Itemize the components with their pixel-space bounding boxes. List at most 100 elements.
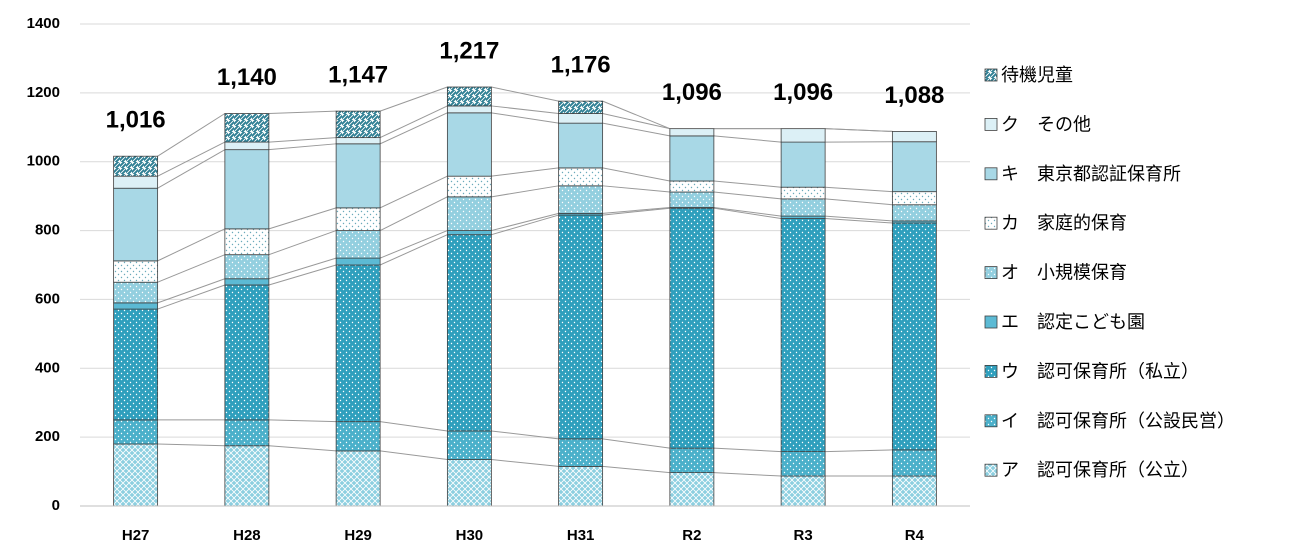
connector-line (602, 207, 670, 216)
bar-segment (224, 419, 270, 447)
legend-swatch (984, 216, 998, 230)
bar-segment (446, 230, 492, 236)
connector-line (157, 278, 226, 304)
connector-line (825, 186, 893, 193)
bar-segment (669, 180, 715, 193)
bar-segment (891, 475, 937, 507)
bar-segment (113, 155, 159, 177)
connector-line (713, 191, 782, 200)
connector-line (825, 449, 893, 453)
bar-segment (113, 443, 159, 507)
bar-segment (558, 167, 604, 187)
bar-segment (558, 122, 604, 169)
x-tick-label: H30 (456, 527, 484, 544)
bar-segment (780, 218, 826, 453)
bar-segment (780, 475, 826, 507)
total-label: 1,217 (439, 37, 499, 64)
y-tick-label: 800 (35, 222, 60, 239)
connector-line (268, 110, 337, 115)
connector-line (379, 196, 448, 232)
y-tick-label: 1000 (27, 153, 60, 170)
connector-line (157, 284, 226, 310)
x-tick-label: H27 (122, 527, 150, 544)
x-tick-label: H29 (344, 527, 372, 544)
bar-segment (224, 141, 270, 151)
bar-segment (558, 438, 604, 467)
bar-segment (558, 185, 604, 214)
legend-label: エ 認定こども園 (1001, 312, 1145, 333)
bar-segment (669, 191, 715, 208)
connector-line (713, 447, 782, 453)
total-label: 1,147 (328, 61, 388, 88)
connector-line (825, 128, 893, 132)
legend-label: キ 東京都認証保育所 (1001, 164, 1181, 185)
bar-segment (113, 187, 159, 262)
connector-line (268, 207, 337, 230)
y-tick-label: 1200 (27, 84, 60, 101)
bar-segment (335, 264, 381, 423)
bar-segment (669, 135, 715, 182)
bar-segment (446, 86, 492, 107)
bar-segment (224, 113, 270, 143)
legend-label: ア 認可保育所（公立） (1001, 460, 1199, 481)
total-label: 1,176 (551, 51, 611, 78)
connector-line (379, 86, 448, 112)
total-label: 1,016 (106, 107, 166, 134)
total-label: 1,096 (773, 79, 833, 106)
connector-line (268, 143, 337, 151)
connector-line (380, 421, 448, 432)
connector-line (268, 137, 337, 143)
bar-segment (224, 149, 270, 230)
bar-segment (446, 234, 492, 432)
connector-line (268, 419, 337, 423)
connector-line (491, 214, 559, 236)
legend-label: ク その他 (1001, 114, 1091, 135)
connector-line (602, 100, 671, 130)
connector-line (157, 443, 225, 447)
bar-segment (558, 100, 604, 114)
connector-line (825, 218, 893, 224)
connector-line (825, 198, 893, 206)
connector-line (602, 122, 670, 137)
connector-line (379, 105, 448, 139)
connector-line (379, 175, 448, 209)
bar-segment (558, 466, 604, 507)
bar-segment (224, 284, 270, 421)
legend-label: カ 家庭的保育 (1001, 213, 1127, 234)
bar-segment (335, 230, 381, 259)
connector-line (825, 215, 893, 222)
legend-swatch (984, 463, 998, 477)
bar-segment (891, 191, 937, 206)
bar-segment (669, 207, 715, 449)
connector-line (713, 207, 782, 220)
connector-line (268, 230, 337, 256)
connector-line (602, 207, 670, 214)
bar-segment (669, 472, 715, 507)
connector-line (491, 112, 559, 124)
bar-segment (335, 143, 381, 209)
y-tick-label: 400 (35, 359, 60, 376)
connector-line (602, 438, 670, 449)
bar-segment (446, 430, 492, 460)
connector-line (380, 450, 448, 461)
connector-line (602, 185, 670, 193)
connector-line (713, 472, 782, 477)
connector-line (157, 254, 226, 283)
connector-line (491, 212, 559, 232)
bar-segment (891, 141, 937, 193)
bar-segment (669, 128, 715, 137)
bar-segment (113, 281, 159, 304)
connector-line (379, 230, 448, 259)
connector-line (602, 167, 670, 182)
bar-segment (891, 222, 937, 451)
bar-segment (446, 196, 492, 231)
bar-segment (113, 175, 159, 189)
y-tick-label: 1400 (27, 15, 60, 32)
legend-swatch (984, 266, 998, 280)
legend-swatch (984, 118, 998, 131)
connector-line (157, 141, 226, 177)
total-label: 1,140 (217, 64, 277, 91)
bar-segment (335, 257, 381, 266)
connector-line (602, 113, 670, 130)
connector-line (602, 465, 670, 474)
